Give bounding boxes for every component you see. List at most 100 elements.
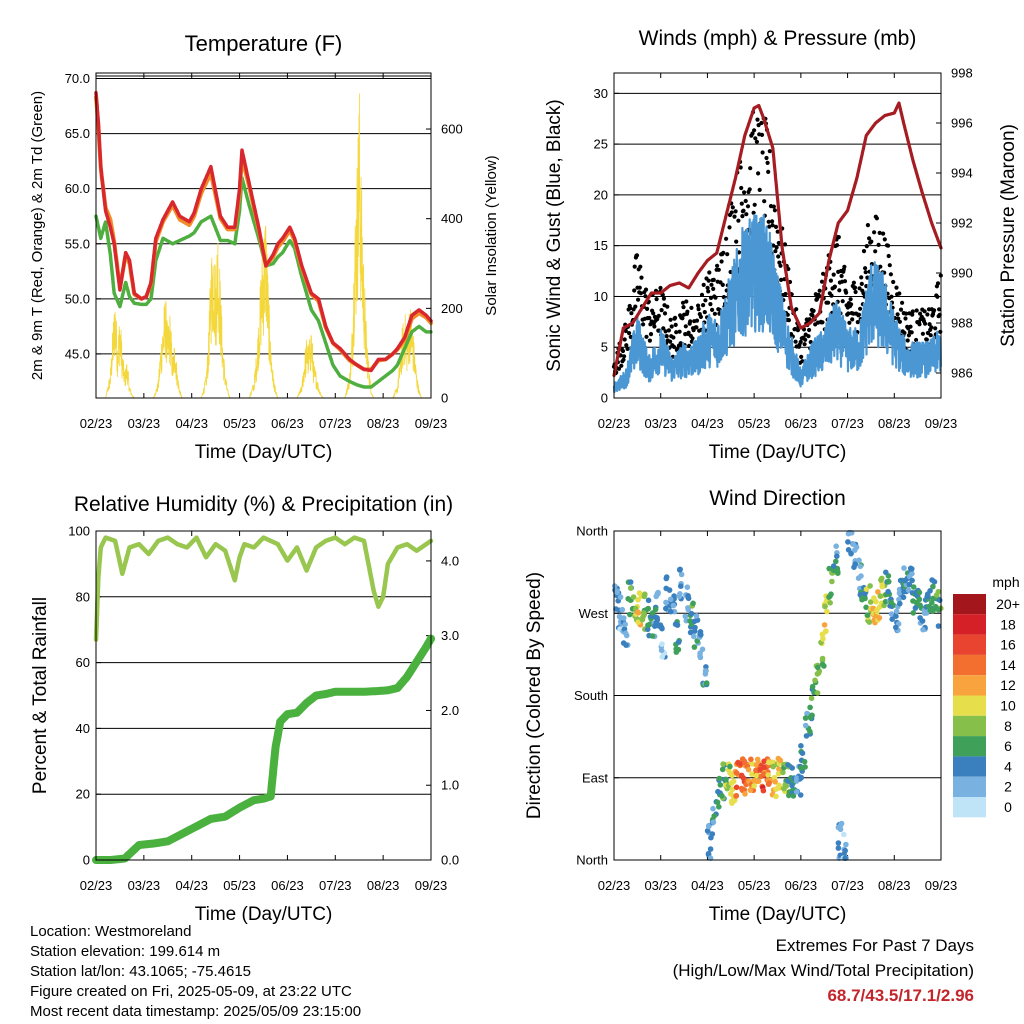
x-tick-label: 04/23 <box>691 878 724 893</box>
direction-point <box>866 619 873 625</box>
direction-point <box>901 565 907 571</box>
direction-point <box>859 596 865 603</box>
direction-point <box>684 584 691 590</box>
direction-point <box>893 608 900 615</box>
gust-point <box>621 357 626 362</box>
y2-tick-label: 4.0 <box>441 553 459 568</box>
direction-point <box>812 677 818 684</box>
gust-point <box>802 342 807 347</box>
direction-points <box>611 530 944 861</box>
gust-point <box>861 291 866 296</box>
y2-tick-label: 994 <box>951 166 973 181</box>
precip-line <box>92 634 435 864</box>
gust-point <box>771 204 776 209</box>
x-tick-label: 05/23 <box>738 416 771 431</box>
direction-point <box>702 668 709 674</box>
gust-point <box>671 344 677 349</box>
direction-point <box>802 722 809 729</box>
gust-point <box>759 120 764 126</box>
x-tick-label: 03/23 <box>128 416 161 431</box>
gust-point <box>759 132 765 137</box>
gust-point <box>680 300 686 305</box>
direction-point <box>912 605 919 611</box>
gust-point <box>850 317 855 322</box>
chart-title: Wind Direction <box>709 487 846 510</box>
y2-tick-label: 988 <box>951 316 973 331</box>
legend-swatch <box>953 797 986 818</box>
direction-point <box>909 577 915 584</box>
x-tick-label: 08/23 <box>878 416 911 431</box>
direction-point <box>619 606 626 613</box>
gust-point <box>638 291 644 296</box>
extremes-subtitle: (High/Low/Max Wind/Total Precipitation) <box>672 961 974 980</box>
direction-point <box>835 840 842 846</box>
direction-point <box>733 770 740 776</box>
direction-point <box>935 623 942 629</box>
gust-point <box>713 295 718 300</box>
gust-point <box>654 297 659 302</box>
y2-axis-label: Station Pressure (Maroon) <box>998 124 1019 347</box>
direction-point <box>822 603 828 610</box>
gust-point <box>681 305 686 310</box>
gust-point <box>852 285 858 290</box>
gust-point <box>627 331 632 336</box>
gust-point <box>795 328 801 333</box>
gust-point <box>710 307 715 312</box>
gust-point <box>760 150 765 155</box>
direction-point <box>703 664 709 670</box>
gust-point <box>908 324 913 329</box>
gust-point <box>923 321 928 326</box>
direction-point <box>906 581 913 588</box>
gust-point <box>855 320 860 325</box>
y-tick-label: 30 <box>594 86 608 101</box>
gust-point <box>711 286 716 291</box>
direction-point <box>728 780 735 786</box>
direction-point <box>645 622 651 628</box>
direction-point <box>616 613 623 620</box>
direction-point <box>808 695 815 702</box>
legend-swatch <box>953 614 986 635</box>
gust-point <box>867 236 872 241</box>
legend-swatch <box>953 736 986 757</box>
gust-point <box>716 267 721 272</box>
gust-point <box>673 315 678 320</box>
gust-point <box>783 291 788 297</box>
gust-point <box>869 239 874 244</box>
gust-point <box>770 223 775 228</box>
gust-point <box>633 304 638 309</box>
gust-point <box>736 218 741 223</box>
direction-point <box>826 565 832 572</box>
direction-point <box>835 570 841 576</box>
gust-point <box>708 302 713 307</box>
gust-point <box>636 297 641 302</box>
gust-point <box>622 354 627 359</box>
direction-point <box>693 613 700 619</box>
gust-point <box>751 210 756 215</box>
direction-point <box>803 733 810 739</box>
y-axis-label: Direction (Colored By Speed) <box>524 572 545 819</box>
direction-point <box>630 594 637 600</box>
legend-label: 6 <box>1004 738 1012 754</box>
legend-swatch <box>953 675 986 696</box>
gust-point <box>767 149 772 154</box>
direction-point <box>829 578 835 585</box>
gust-point <box>776 254 781 259</box>
direction-point <box>627 585 634 591</box>
direction-point <box>663 605 669 612</box>
gust-point <box>756 171 761 176</box>
direction-point <box>879 575 885 582</box>
direction-point <box>909 570 915 577</box>
gust-point <box>836 235 841 240</box>
direction-point <box>710 819 717 825</box>
y-tick-label: West <box>579 606 609 621</box>
direction-point <box>855 575 862 581</box>
gust-point <box>937 307 942 312</box>
direction-point <box>751 783 757 789</box>
direction-point <box>745 766 752 773</box>
direction-point <box>770 763 776 770</box>
gust-point <box>729 210 734 215</box>
y2-tick-label: 600 <box>441 122 463 137</box>
direction-point <box>773 793 779 800</box>
gust-point <box>637 285 642 290</box>
direction-point <box>663 575 670 582</box>
